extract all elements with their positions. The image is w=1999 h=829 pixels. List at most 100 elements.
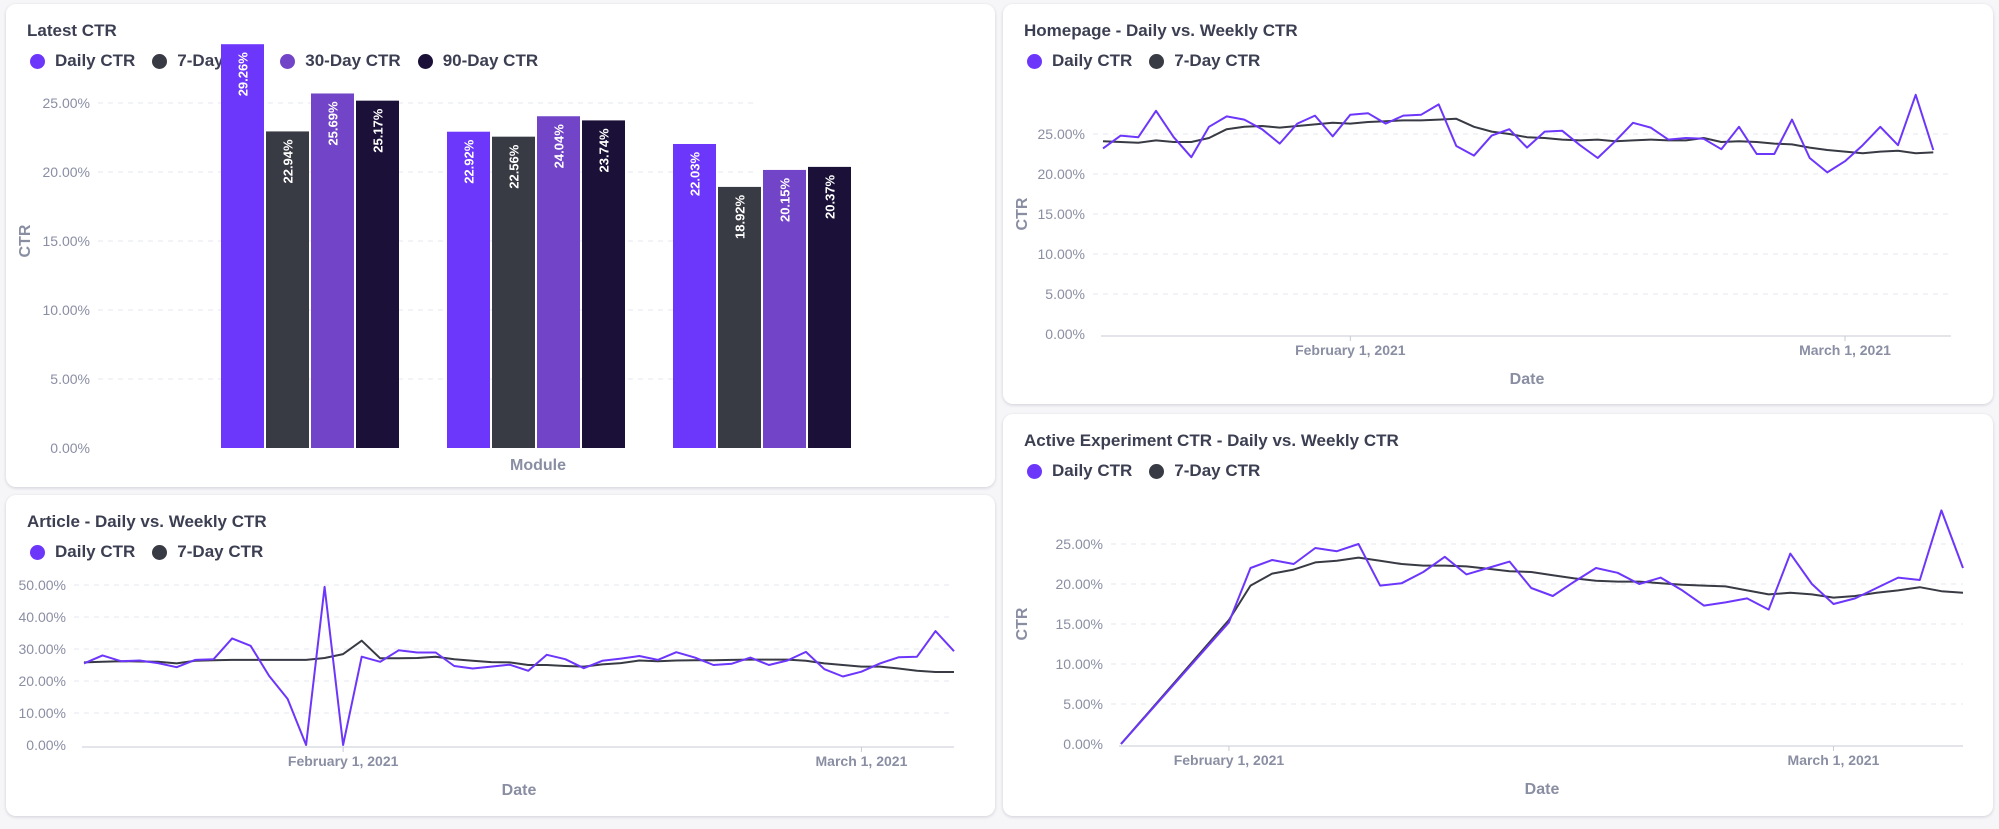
legend-swatch: [1149, 463, 1165, 479]
legend-item-daily-ctr[interactable]: Daily CTR: [30, 51, 135, 71]
legend-label: 7-Day CTR: [1174, 461, 1261, 480]
experiment-ctr-line-chart: 0.00% 5.00% 10.00% 15.00% 20.00% 25.00% CTR Feb…: [1014, 509, 1964, 798]
legend-swatch: [30, 53, 45, 69]
daily-ctr-line: [1120, 509, 1964, 745]
y-tick-label: 10.00%: [1056, 656, 1103, 672]
bar: [808, 166, 851, 449]
legend-swatch: [417, 53, 433, 69]
y-tick-label: 20.00%: [19, 673, 66, 689]
x-tick-label: February 1, 2021: [288, 753, 399, 769]
y-tick-label: 0.00%: [1045, 326, 1085, 342]
legend-label: Daily CTR: [55, 51, 136, 70]
experiment-ctr-legend: Daily CTR 7-Day CTR: [1027, 461, 1277, 481]
bar: [266, 131, 309, 448]
y-tick-label: 20.00%: [1056, 576, 1103, 592]
daily-ctr-line: [83, 585, 955, 746]
legend-swatch: [152, 53, 168, 69]
homepage-ctr-title: Homepage - Daily vs. Weekly CTR: [1024, 21, 1298, 40]
x-tick-label: February 1, 2021: [1174, 752, 1285, 768]
bar-data-label: 20.15%: [778, 177, 793, 222]
seven-day-ctr-line: [1120, 556, 1964, 745]
bar-data-label: 22.92%: [462, 139, 477, 184]
bar-data-label: 25.17%: [371, 108, 386, 153]
y-tick-label: 30.00%: [19, 641, 66, 657]
latest-ctr-card: Latest CTR Daily CTR 7-Day CTR 30-Day CT…: [6, 4, 995, 487]
legend-item-daily-ctr[interactable]: Daily CTR: [1027, 51, 1132, 71]
y-tick-label: 20.00%: [1038, 166, 1085, 182]
seven-day-ctr-line: [1102, 117, 1934, 155]
bar-data-label: 22.03%: [688, 152, 703, 197]
y-tick-label: 50.00%: [19, 577, 66, 593]
bar: [673, 143, 716, 448]
legend-item-7-day-ctr[interactable]: 7-Day CTR: [1149, 51, 1260, 71]
y-axis-label: CTR: [1014, 607, 1031, 640]
legend-label: Daily CTR: [55, 542, 136, 561]
daily-ctr-line: [1102, 93, 1935, 174]
legend-label: 7-Day CTR: [177, 542, 264, 561]
bar: [221, 44, 264, 448]
x-tick-label: February 1, 2021: [1295, 342, 1406, 358]
y-tick-label: 5.00%: [1063, 696, 1103, 712]
bar: [582, 120, 625, 448]
x-axis-label: Module: [510, 457, 566, 474]
y-tick-label: 20.00%: [43, 164, 90, 180]
bar: [356, 100, 399, 449]
article-ctr-title: Article - Daily vs. Weekly CTR: [27, 512, 267, 531]
experiment-ctr-card: Active Experiment CTR - Daily vs. Weekly…: [1003, 414, 1993, 816]
legend-label: 30-Day CTR: [305, 51, 401, 70]
legend-item-daily-ctr[interactable]: Daily CTR: [1027, 461, 1132, 481]
y-tick-label: 0.00%: [1063, 736, 1103, 752]
legend-label: 90-Day CTR: [442, 51, 539, 70]
x-axis-label: Date: [1525, 781, 1560, 798]
experiment-ctr-title: Active Experiment CTR - Daily vs. Weekly…: [1024, 431, 1399, 450]
y-tick-label: 40.00%: [19, 609, 66, 625]
legend-item-7-day-ctr[interactable]: 7-Day CTR: [1149, 461, 1260, 481]
bar: [447, 131, 490, 448]
y-tick-label: 10.00%: [19, 705, 66, 721]
y-tick-label: 5.00%: [1045, 286, 1085, 302]
legend-swatch: [152, 544, 168, 560]
bar: [718, 186, 761, 449]
x-axis-label: Date: [502, 782, 537, 799]
latest-ctr-title: Latest CTR: [27, 21, 117, 40]
y-tick-label: 10.00%: [1038, 246, 1085, 262]
bar-data-label: 18.92%: [733, 194, 748, 239]
bar: [311, 93, 354, 448]
legend-label: Daily CTR: [1052, 461, 1133, 480]
homepage-ctr-legend: Daily CTR 7-Day CTR: [1027, 51, 1277, 71]
legend-swatch: [1027, 53, 1042, 69]
legend-item-30-day-ctr[interactable]: 30-Day CTR: [280, 51, 401, 71]
bar-data-label: 25.69%: [326, 101, 341, 146]
x-tick-label: March 1, 2021: [1788, 752, 1880, 768]
y-tick-label: 0.00%: [50, 440, 90, 456]
legend-swatch: [30, 544, 45, 560]
y-axis-label: CTR: [17, 224, 34, 257]
y-axis-label: CTR: [1014, 197, 1031, 230]
x-axis-label: Date: [1510, 371, 1545, 388]
legend-item-daily-ctr[interactable]: Daily CTR: [30, 542, 135, 562]
bar: [537, 116, 580, 449]
legend-swatch: [1149, 53, 1165, 69]
latest-ctr-bar-chart: 0.00% 5.00% 10.00% 15.00% 20.00% 25.00% CTR 29.…: [17, 44, 851, 474]
y-tick-label: 25.00%: [1056, 536, 1103, 552]
bar-data-label: 22.56%: [507, 144, 522, 189]
x-tick-label: March 1, 2021: [816, 753, 908, 769]
bar: [492, 136, 535, 448]
y-tick-label: 0.00%: [26, 737, 66, 753]
homepage-ctr-card: Homepage - Daily vs. Weekly CTR Daily CT…: [1003, 4, 1993, 404]
bar-data-label: 22.94%: [281, 139, 296, 184]
y-tick-label: 15.00%: [43, 233, 90, 249]
legend-label: Daily CTR: [1052, 51, 1133, 70]
legend-item-7-day-ctr[interactable]: 7-Day CTR: [152, 542, 263, 562]
x-tick-label: March 1, 2021: [1799, 342, 1891, 358]
legend-item-90-day-ctr[interactable]: 90-Day CTR: [417, 51, 539, 71]
bar: [763, 169, 806, 448]
y-tick-label: 25.00%: [1038, 126, 1085, 142]
y-tick-label: 10.00%: [43, 302, 90, 318]
bar-data-label: 29.26%: [236, 52, 251, 97]
bar-data-label: 20.37%: [823, 174, 838, 219]
legend-swatch: [280, 53, 296, 69]
seven-day-ctr-line: [83, 639, 954, 673]
y-tick-label: 15.00%: [1038, 206, 1085, 222]
bar-data-label: 24.04%: [552, 124, 567, 169]
